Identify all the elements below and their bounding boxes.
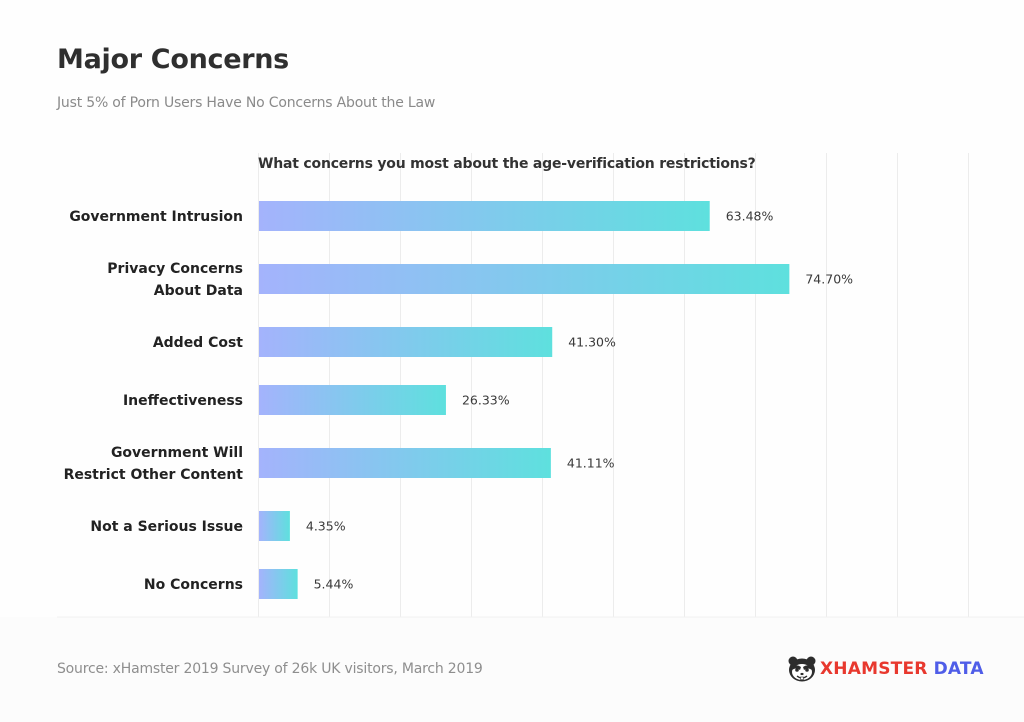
value-label: 74.70% — [805, 272, 853, 287]
value-label: 41.30% — [568, 335, 616, 350]
hamster-face-icon — [788, 656, 816, 682]
category-label: Added Cost — [153, 335, 243, 351]
value-label: 4.35% — [306, 519, 346, 534]
brand-logo: XHAMSTER DATA — [787, 653, 984, 685]
category-label: Government Will — [111, 445, 243, 461]
chart-question-title: What concerns you most about the age-ver… — [258, 156, 756, 172]
bar — [259, 569, 298, 599]
category-labels: Government Intrusion Privacy Concerns Abou… — [64, 209, 244, 593]
value-label: 5.44% — [314, 577, 354, 592]
bar — [259, 385, 446, 415]
bar — [259, 511, 290, 541]
category-label: Not a Serious Issue — [90, 519, 243, 535]
bar — [259, 201, 710, 231]
value-labels: 63.48% 74.70% 41.30% 26.33% 41.11% 4.35% 5.44% — [306, 209, 853, 592]
bar — [259, 448, 551, 478]
category-label: Restrict Other Content — [64, 467, 244, 483]
category-label: Privacy Concerns — [107, 261, 243, 277]
category-label: No Concerns — [144, 577, 243, 593]
logo-brand-text: XHAMSTER — [820, 659, 928, 679]
value-label: 26.33% — [462, 393, 510, 408]
value-label: 63.48% — [726, 209, 774, 224]
value-label: 41.11% — [567, 456, 615, 471]
bar — [259, 327, 553, 357]
source-note: Source: xHamster 2019 Survey of 26k UK v… — [57, 661, 483, 677]
category-label: Ineffectiveness — [123, 393, 243, 409]
footer-band — [0, 617, 1024, 722]
page-subtitle: Just 5% of Porn Users Have No Concerns A… — [57, 95, 436, 111]
category-label: About Data — [154, 283, 243, 299]
bars — [259, 201, 790, 599]
logo-suffix-text: DATA — [933, 659, 984, 679]
page-title: Major Concerns — [57, 44, 289, 75]
bar — [259, 264, 790, 294]
category-label: Government Intrusion — [69, 209, 243, 225]
